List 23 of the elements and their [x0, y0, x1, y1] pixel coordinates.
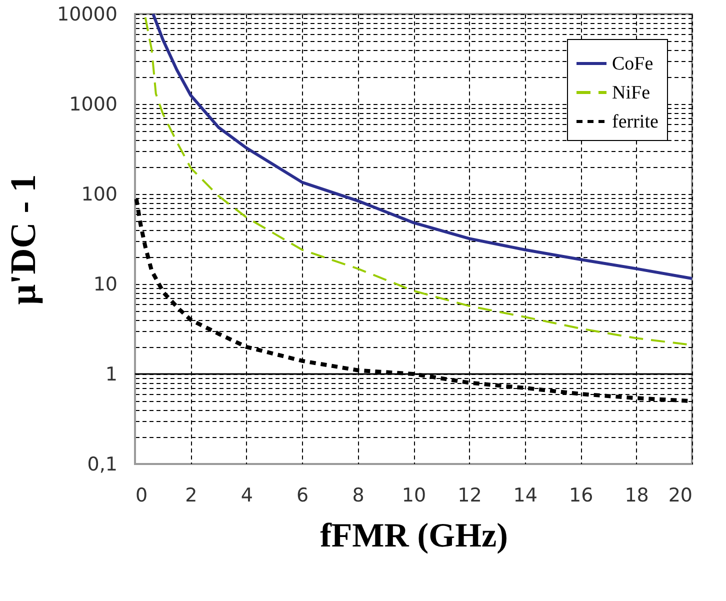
line-series — [152, 12, 694, 280]
x-tick-label: 18 — [624, 484, 649, 506]
x-tick-label: 12 — [458, 484, 482, 506]
y-tick-label: 1000 — [69, 94, 118, 116]
x-tick-label: 6 — [296, 484, 309, 506]
x-axis-title: fFMR (GHz) — [320, 518, 508, 554]
x-tick-label: 10 — [402, 484, 426, 506]
x-tick-label: 0 — [136, 484, 148, 506]
legend-label: CoFe — [612, 54, 654, 74]
legend-label: ferrite — [612, 112, 658, 132]
y-axis-title: μ'DC - 1 — [3, 174, 44, 305]
x-tick-label: 4 — [240, 484, 253, 506]
y-tick-label: 10 — [93, 274, 118, 296]
x-tick-label: 2 — [185, 484, 198, 506]
y-tick-label: 100 — [81, 184, 118, 206]
x-tick-label: 8 — [352, 484, 364, 506]
y-tick-label: 1 — [105, 364, 118, 386]
x-tick-label: 16 — [569, 484, 594, 506]
x-tick-label: 14 — [513, 484, 538, 506]
x-tick-label: 20 — [668, 484, 692, 506]
y-tick-label: 10000 — [57, 4, 118, 26]
legend-label: NiFe — [612, 82, 650, 104]
y-tick-label: 0,1 — [87, 454, 118, 476]
